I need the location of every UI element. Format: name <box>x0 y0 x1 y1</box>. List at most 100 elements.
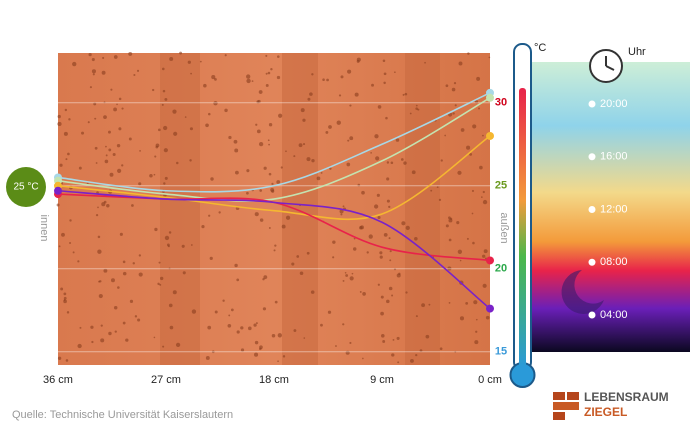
brick-pore <box>95 213 99 217</box>
brick-pore <box>172 109 177 114</box>
brick-pore <box>345 274 349 277</box>
brick-pore <box>362 292 366 296</box>
brick-pore <box>425 334 430 339</box>
brick-pore <box>459 316 465 321</box>
brick-pore <box>201 225 205 229</box>
legend-dot <box>588 153 596 161</box>
brick-pore <box>306 157 311 162</box>
brick-pore <box>339 209 344 214</box>
brick-pore <box>352 247 357 251</box>
brick-pore <box>395 138 400 142</box>
brick-pore <box>306 251 310 255</box>
brick-pore <box>428 303 431 306</box>
brick-pore <box>344 271 347 274</box>
brick-pore <box>176 161 179 165</box>
brick-pore <box>203 83 207 88</box>
brick-pore <box>340 213 343 216</box>
brick-pore <box>285 215 291 220</box>
legend-dot <box>588 206 596 213</box>
brick-pore <box>457 249 463 254</box>
brick-background <box>56 51 491 365</box>
brick-pore <box>91 340 94 344</box>
brick-pore <box>63 292 67 296</box>
brick-pore <box>402 93 405 96</box>
brick-pore <box>483 249 488 254</box>
brick-pore <box>149 174 153 178</box>
brick-pore <box>95 162 98 164</box>
brick-pore <box>394 71 396 74</box>
brick-pore <box>205 123 209 128</box>
brick-pore <box>153 336 156 339</box>
brick-pore <box>268 123 273 127</box>
brick-groove <box>405 53 440 365</box>
brick-pore <box>405 291 408 294</box>
brick-pore <box>222 299 225 302</box>
y-tick-label: 20 <box>495 263 507 275</box>
brick-pore <box>101 202 106 207</box>
brick-pore <box>259 347 262 351</box>
brick-pore <box>160 276 164 281</box>
brick-pore <box>361 190 365 195</box>
brick-pore <box>357 183 361 187</box>
brick-pore <box>114 330 117 333</box>
brick-pore <box>405 225 410 231</box>
brick-pore <box>475 318 478 321</box>
brick-pore <box>448 301 451 304</box>
brick-pore <box>108 130 111 134</box>
brick-pore <box>342 205 345 208</box>
brick-pore <box>375 156 380 161</box>
brick-pore <box>99 280 102 283</box>
brick-pore <box>259 189 263 192</box>
brick-pore <box>456 221 460 225</box>
brick-pore <box>444 134 447 137</box>
time-gradient <box>530 62 690 352</box>
brick-pore <box>377 283 380 286</box>
brick-pore <box>118 127 122 131</box>
brick-pore <box>403 161 407 165</box>
brick-pore <box>256 129 261 134</box>
brick-pore <box>118 97 122 101</box>
brick-pore <box>57 356 62 360</box>
brick-pore <box>376 193 380 197</box>
brick-pore <box>436 186 439 189</box>
brick-pore <box>240 326 244 330</box>
brick-pore <box>438 198 442 201</box>
brick-pore <box>105 154 108 157</box>
brick-pore <box>169 325 174 330</box>
brick-pore <box>57 114 61 119</box>
brick-pore <box>347 69 352 74</box>
brick-pore <box>214 310 218 314</box>
brick-pore <box>162 89 166 93</box>
brick-pore <box>94 146 98 150</box>
brick-pore <box>163 148 168 153</box>
brick-pore <box>265 72 268 75</box>
brick-pore <box>131 204 134 207</box>
brick-pore <box>233 139 238 144</box>
brick-pore <box>452 112 455 115</box>
legend-title: Uhr <box>628 46 646 58</box>
brick-pore <box>129 299 134 303</box>
brick-pore <box>354 92 359 97</box>
brick-pore <box>300 108 305 113</box>
brick-pore <box>116 143 121 148</box>
brick-pore <box>61 232 65 237</box>
brick-pore <box>415 104 418 107</box>
brick-pore <box>278 113 283 118</box>
brick-pore <box>110 88 113 91</box>
brick-pore <box>56 203 60 207</box>
brick-pore <box>440 159 443 162</box>
brick-pore <box>322 78 325 81</box>
legend-label: 04:00 <box>600 309 628 321</box>
brick-pore <box>246 78 251 84</box>
brick-pore <box>267 139 270 142</box>
brick-pore <box>370 151 372 154</box>
clock-icon <box>589 49 623 83</box>
brick-pore <box>281 224 286 229</box>
brick-pore <box>386 177 390 181</box>
brick-pore <box>424 61 426 64</box>
brick-pore <box>280 166 283 169</box>
brick-pore <box>472 124 477 129</box>
brick-pore <box>303 143 306 146</box>
brick-pore <box>382 340 386 343</box>
